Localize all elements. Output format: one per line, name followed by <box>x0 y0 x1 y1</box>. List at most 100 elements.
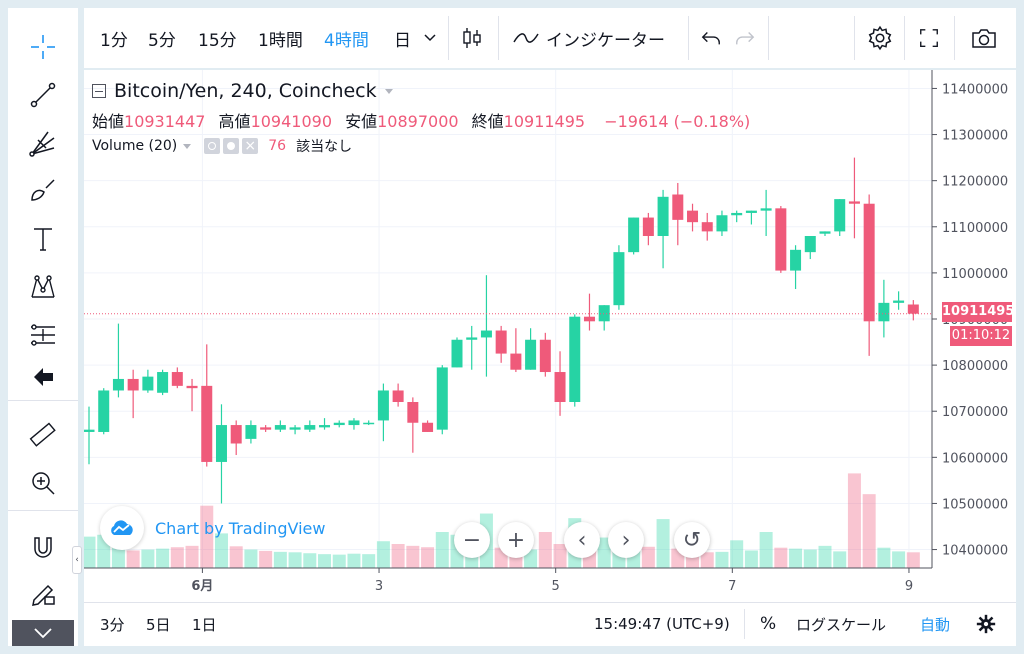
panel-collapse-handle[interactable]: ‹ <box>72 546 82 574</box>
interval-5m[interactable]: 5分 <box>148 30 176 51</box>
candle <box>834 199 846 236</box>
volume-bar <box>847 473 861 568</box>
chart-settings-gear-icon[interactable] <box>976 603 996 645</box>
volume-legend[interactable]: Volume (20) × 76 該当なし <box>92 136 352 156</box>
trend-line-icon[interactable] <box>8 72 78 118</box>
volume-bar <box>803 549 817 568</box>
undo-icon[interactable] <box>700 8 722 68</box>
volume-bar <box>332 554 346 568</box>
volume-bar <box>362 554 376 568</box>
volume-bar <box>259 550 273 568</box>
candle <box>819 231 831 236</box>
interval-dropdown-chevron-icon[interactable] <box>424 8 436 68</box>
volume-bar <box>347 553 361 568</box>
price-tick-label: 10700000 <box>942 405 1008 420</box>
chevron-down-icon <box>34 628 52 639</box>
interval-4h[interactable]: 4時間 <box>324 30 369 51</box>
candle <box>201 344 213 467</box>
candle <box>377 383 389 442</box>
bottom-toolbar: 3分 5日 1日 15:49:47 (UTC+9) % ログスケール 自動 <box>84 602 1016 646</box>
interval-1d[interactable]: 日 <box>394 30 411 51</box>
candle <box>466 325 478 370</box>
top-toolbar: 1分 5分 15分 1時間 4時間 日 インジケーター <box>84 8 1016 68</box>
indicators-button[interactable]: インジケーター <box>512 8 665 68</box>
log-scale-toggle[interactable]: ログスケール <box>796 615 887 634</box>
toolbar-divider <box>744 609 745 639</box>
crosshair-icon[interactable] <box>8 24 78 70</box>
candle <box>893 291 905 310</box>
symbol-menu-chevron-icon[interactable] <box>383 87 395 95</box>
volume-bar <box>877 547 891 568</box>
range-5d[interactable]: 5日 <box>146 615 171 634</box>
candle <box>554 351 566 416</box>
scroll-left-button[interactable]: ‹ <box>564 522 600 558</box>
collapse-legend-icon[interactable] <box>92 84 106 98</box>
scroll-right-button[interactable]: › <box>608 522 644 558</box>
volume-bar <box>730 540 744 568</box>
candle <box>775 206 787 273</box>
range-3m[interactable]: 3分 <box>100 615 125 634</box>
candle <box>407 397 419 453</box>
auto-scale-toggle[interactable]: 自動 <box>920 615 951 634</box>
volume-bar <box>84 536 96 568</box>
settings-small-icon[interactable] <box>223 138 240 154</box>
brush-icon[interactable] <box>8 168 78 214</box>
time-tick-label: 9 <box>905 579 913 594</box>
fullscreen-icon[interactable] <box>918 8 940 68</box>
time-tick-label: 6月 <box>191 579 213 594</box>
minus-icon: − <box>462 527 482 553</box>
zoom-in-icon[interactable] <box>8 460 78 506</box>
range-1d[interactable]: 1日 <box>192 615 217 634</box>
volume-bar <box>906 552 920 568</box>
watermark-text: Chart by TradingView <box>155 518 326 538</box>
volume-bar <box>833 551 847 568</box>
collapse-toolbar-button[interactable] <box>12 620 74 646</box>
volume-bar <box>318 554 332 568</box>
redo-icon[interactable] <box>734 8 756 68</box>
candle <box>907 300 919 321</box>
candles-style-icon[interactable] <box>460 8 484 68</box>
lock-drawings-icon[interactable] <box>8 570 78 616</box>
volume-bar <box>141 549 155 568</box>
reset-chart-button[interactable]: ↺ <box>674 522 710 558</box>
reset-icon: ↺ <box>682 527 702 553</box>
volume-bar <box>185 545 199 568</box>
tradingview-watermark[interactable]: Chart by TradingView <box>100 506 325 550</box>
price-chart[interactable]: 11400000 11300000 11200000 11100000 11000000… <box>84 70 1016 602</box>
camera-snapshot-icon[interactable] <box>970 8 998 68</box>
arrow-left-icon[interactable] <box>8 354 78 400</box>
settings-gear-icon[interactable] <box>867 8 893 68</box>
volume-menu-chevron-icon[interactable] <box>182 143 192 150</box>
price-tick-label: 11400000 <box>942 82 1008 97</box>
close-small-icon[interactable]: × <box>242 138 259 154</box>
candle <box>215 404 227 504</box>
ruler-icon[interactable] <box>8 412 78 458</box>
interval-1m[interactable]: 1分 <box>100 30 128 51</box>
price-tick-label: 10600000 <box>942 451 1008 466</box>
interval-1h[interactable]: 1時間 <box>258 30 303 51</box>
volume-bar <box>700 552 714 568</box>
volume-bar <box>244 549 258 568</box>
volume-bar <box>303 553 317 568</box>
fib-fan-icon[interactable] <box>8 120 78 166</box>
magnet-icon[interactable] <box>8 524 78 570</box>
toolbar-divider <box>498 16 499 60</box>
candle <box>863 194 875 356</box>
interval-15m[interactable]: 15分 <box>198 30 237 51</box>
zoom-out-button[interactable]: − <box>454 522 490 558</box>
volume-bar <box>229 546 243 568</box>
zoom-in-button[interactable]: + <box>498 522 534 558</box>
candle <box>716 210 728 236</box>
symbol-legend[interactable]: Bitcoin/Yen, 240, Coincheck <box>92 80 395 102</box>
measure-position-icon[interactable] <box>8 312 78 358</box>
clock-timezone[interactable]: 15:49:47 (UTC+9) <box>594 615 730 633</box>
percent-toggle[interactable]: % <box>760 614 777 634</box>
candle <box>598 305 610 331</box>
pattern-icon[interactable] <box>8 264 78 310</box>
open-value: 10931447 <box>124 112 206 131</box>
eye-icon[interactable] <box>204 138 221 154</box>
candle <box>672 182 684 246</box>
candle <box>142 369 154 393</box>
price-tick-label: 10500000 <box>942 497 1008 512</box>
text-icon[interactable] <box>8 216 78 262</box>
